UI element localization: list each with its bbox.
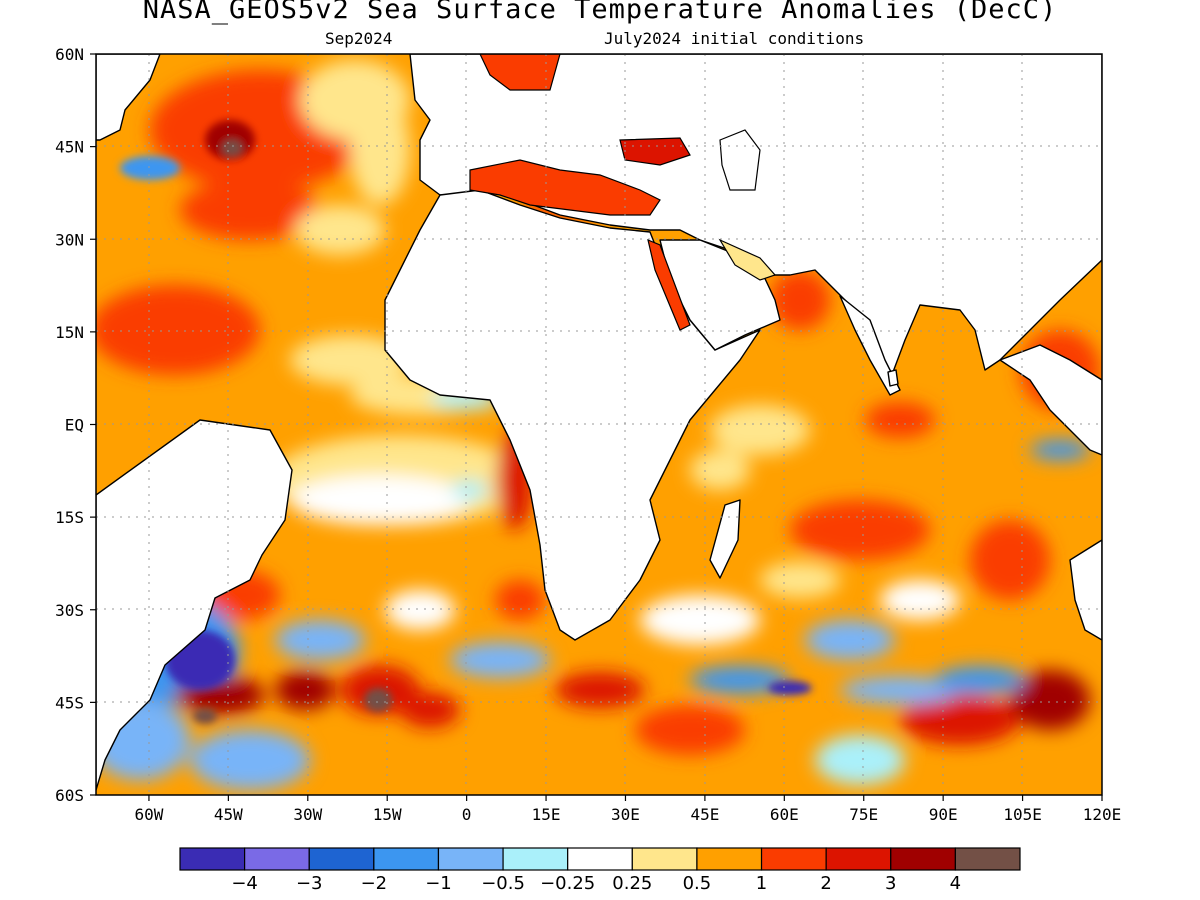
lon-tick-label: 45W [214, 805, 243, 824]
lat-tick-label: 30N [55, 230, 84, 249]
colorbar-label: 4 [950, 873, 961, 894]
colorbar-label: −0.5 [481, 873, 525, 894]
lat-tick-label: 30S [55, 601, 84, 620]
latitude-axis: 60N 45N 30N 15N EQ 15S 30S 45S 60S [55, 45, 96, 805]
colorbar-swatch [954, 847, 1021, 871]
colorbar-label: −2 [361, 873, 388, 894]
lon-tick-label: 45E [690, 805, 719, 824]
southeast-asia [999, 344, 1102, 456]
colorbar-swatch [890, 847, 956, 871]
inland-seas [469, 54, 777, 331]
lat-tick-label: 60N [55, 45, 84, 64]
lat-tick-label: 15S [55, 508, 84, 527]
sri-lanka [887, 369, 899, 387]
map-title: NASA_GEOS5v2 Sea Surface Temperature Ano… [142, 0, 1058, 25]
colorbar-swatch [696, 847, 763, 871]
valid-month-label: Sep2024 [325, 29, 393, 48]
colorbar-swatch [179, 847, 246, 871]
colorbar-label: −0.25 [540, 873, 595, 894]
lon-tick-label: 90E [929, 805, 958, 824]
red-sea [647, 238, 691, 331]
colorbar: −4 −3 −2 −1 −0.5 −0.25 0.25 0.5 1 2 3 4 [179, 847, 1021, 894]
colorbar-swatch [567, 847, 633, 871]
colorbar-swatch [502, 847, 569, 871]
colorbar-label: 1 [756, 873, 767, 894]
madagascar [709, 499, 741, 579]
colorbar-swatch [437, 847, 504, 871]
caspian-sea [719, 129, 761, 191]
initial-conditions-label: July2024 initial conditions [604, 29, 865, 48]
colorbar-label: 0.5 [683, 873, 712, 894]
lat-tick-label: 45S [55, 693, 84, 712]
india [839, 295, 901, 396]
colorbar-label: 2 [820, 873, 831, 894]
black-sea [619, 137, 691, 166]
colorbar-label: −1 [425, 873, 452, 894]
colorbar-swatch [244, 847, 310, 871]
lon-tick-label: 15E [532, 805, 561, 824]
australia [1069, 539, 1102, 641]
longitude-axis: 60W 45W 30W 15W 0 15E 30E 45E 60E 75E 90E 105E 120E [134, 795, 1121, 824]
lat-tick-label: EQ [65, 416, 84, 435]
lat-tick-label: 45N [55, 138, 84, 157]
south-america [96, 419, 293, 791]
colorbar-label: −4 [231, 873, 258, 894]
lon-tick-label: 60W [134, 805, 163, 824]
lat-tick-label: 60S [55, 786, 84, 805]
lon-tick-label: 30E [611, 805, 640, 824]
colorbar-swatch [308, 847, 375, 871]
colorbar-label: 0.25 [612, 873, 652, 894]
colorbar-label: −3 [296, 873, 323, 894]
lon-tick-label: 30W [293, 805, 322, 824]
lon-tick-label: 105E [1003, 805, 1042, 824]
plot-area [96, 54, 1102, 795]
lon-tick-label: 60E [770, 805, 799, 824]
persian-gulf [718, 238, 777, 281]
lon-tick-label: 75E [849, 805, 878, 824]
lon-tick-label: 120E [1083, 805, 1122, 824]
colorbar-label: 3 [885, 873, 896, 894]
africa [384, 189, 761, 641]
lat-tick-label: 15N [55, 323, 84, 342]
colorbar-swatch [760, 847, 827, 871]
north-sea [479, 54, 561, 91]
gridlines [96, 54, 1102, 795]
colorbar-swatch [631, 847, 698, 871]
mediterranean-sea [469, 159, 661, 216]
lon-tick-label: 15W [373, 805, 402, 824]
anomaly-cores [120, 120, 812, 724]
colorbar-swatch [373, 847, 440, 871]
colorbar-swatch [825, 847, 892, 871]
lon-tick-label: 0 [462, 805, 472, 824]
